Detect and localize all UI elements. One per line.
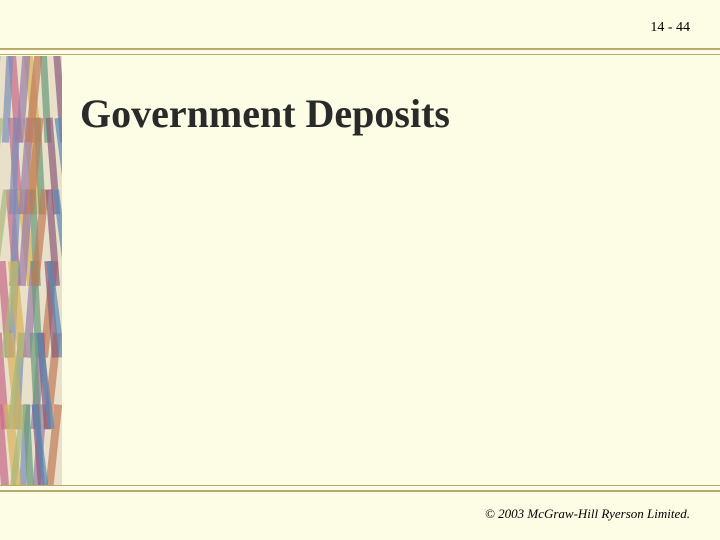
copyright-notice: © 2003 McGraw-Hill Ryerson Limited. bbox=[485, 506, 690, 522]
page-number: 14 - 44 bbox=[650, 20, 690, 36]
sidebar-decorative-image bbox=[0, 56, 62, 486]
bottom-rule-light bbox=[0, 485, 720, 486]
top-rule-heavy bbox=[0, 48, 720, 50]
top-rule-light bbox=[0, 54, 720, 55]
bottom-rule-heavy bbox=[0, 490, 720, 492]
slide-title: Government Deposits bbox=[80, 90, 450, 137]
